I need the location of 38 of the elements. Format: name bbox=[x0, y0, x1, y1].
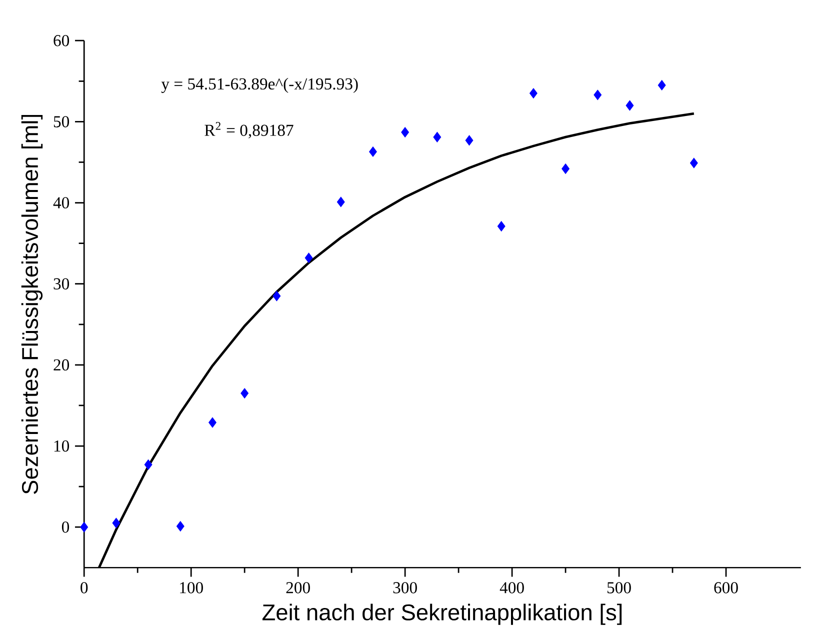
annotation: y = 54.51-63.89e^(-x/195.93) bbox=[161, 78, 358, 94]
point bbox=[497, 221, 506, 232]
y-tick-label: 40 bbox=[53, 197, 70, 209]
point bbox=[80, 522, 88, 532]
point bbox=[112, 518, 120, 528]
point bbox=[626, 100, 634, 111]
y-tick-label: 0 bbox=[62, 522, 70, 533]
point bbox=[272, 291, 281, 302]
y-axis-title: Sezerniertes Flüssigkeitsvolumen [ml] bbox=[21, 115, 43, 494]
point bbox=[240, 388, 249, 399]
x-tick-label: 0 bbox=[80, 582, 88, 594]
point bbox=[465, 135, 474, 146]
x-axis-title: Zeit nach der Sekretinapplikation [s] bbox=[262, 604, 622, 626]
point bbox=[208, 418, 216, 428]
point bbox=[562, 164, 570, 174]
point bbox=[401, 127, 410, 138]
x-tick-label: 100 bbox=[180, 582, 203, 594]
x-tick-label: 200 bbox=[286, 582, 310, 594]
x-tick-label: 600 bbox=[714, 582, 738, 594]
y-tick-label: 20 bbox=[54, 359, 70, 371]
point bbox=[304, 252, 313, 264]
x-tick-label: 500 bbox=[608, 582, 631, 594]
point bbox=[690, 158, 698, 168]
x-tick-label: 400 bbox=[500, 582, 524, 594]
point bbox=[433, 132, 442, 142]
point bbox=[658, 80, 666, 91]
point bbox=[144, 460, 152, 470]
y-tick-label: 50 bbox=[54, 116, 70, 128]
point bbox=[594, 90, 602, 100]
point bbox=[336, 196, 345, 208]
y-tick-label: 10 bbox=[54, 440, 70, 452]
annotation: R$^{2}$ = 0,89187 bbox=[204, 122, 294, 139]
point bbox=[176, 521, 184, 532]
x-tick-label: 300 bbox=[393, 582, 417, 594]
point bbox=[369, 146, 377, 158]
y-tick-label: 30 bbox=[54, 278, 70, 290]
y-tick-label: 60 bbox=[54, 35, 70, 46]
point bbox=[530, 88, 538, 99]
